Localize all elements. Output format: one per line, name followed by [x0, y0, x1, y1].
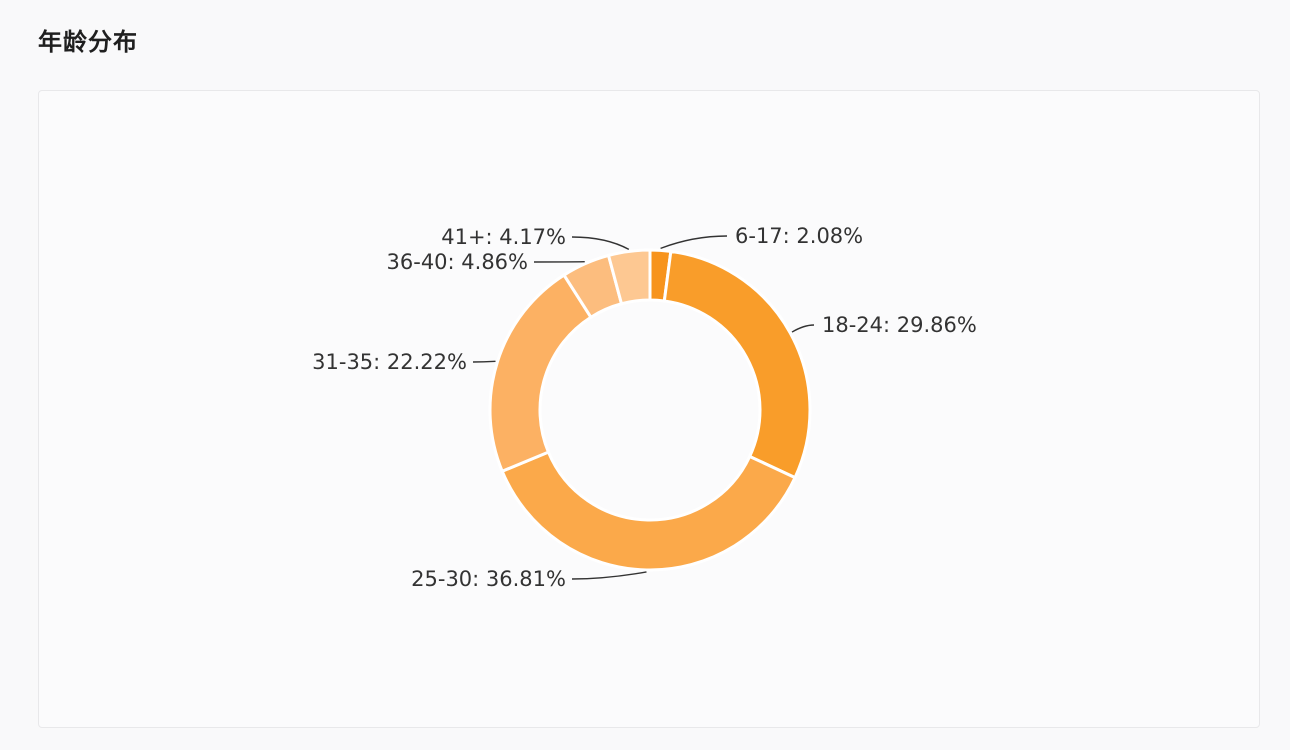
slice-41+[interactable]: [606, 248, 652, 306]
slice-25-30[interactable]: [500, 450, 798, 572]
leader-line-6-17: [660, 235, 728, 250]
slice-labels: 6-17: 2.08% 18-24: 29.86% 25-30: 36.81% 31-…: [312, 224, 977, 591]
slice-18-24[interactable]: [662, 249, 812, 480]
leader-line-18-24: [791, 324, 815, 333]
slice-31-35[interactable]: [488, 272, 593, 474]
leader-line-31-35: [472, 360, 496, 363]
slice-label-31-35: 31-35: 22.22%: [312, 350, 467, 374]
slice-label-25-30: 25-30: 36.81%: [411, 567, 566, 591]
label-leader-lines: [472, 235, 815, 580]
slice-label-41+: 41+: 4.17%: [441, 225, 566, 249]
donut-slices: [488, 248, 812, 572]
slice-label-18-24: 18-24: 29.86%: [822, 313, 977, 337]
age-distribution-chart-card: [38, 90, 1260, 728]
slice-label-6-17: 6-17: 2.08%: [735, 224, 863, 248]
slice-label-36-40: 36-40: 4.86%: [387, 250, 528, 274]
leader-line-41+: [571, 236, 630, 251]
leader-line-25-30: [571, 571, 647, 580]
section-title: 年龄分布: [38, 28, 138, 56]
